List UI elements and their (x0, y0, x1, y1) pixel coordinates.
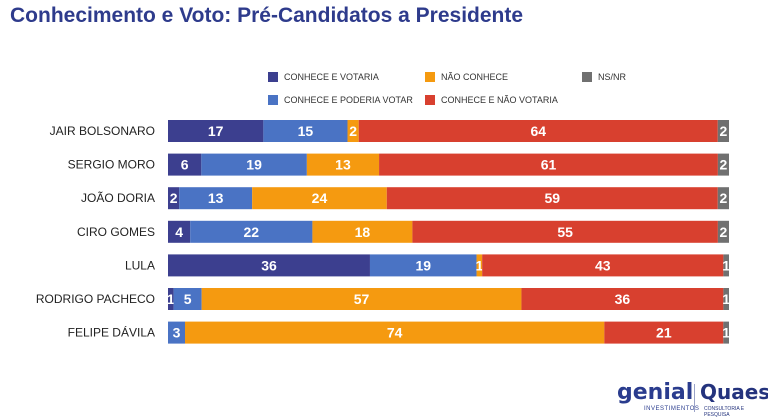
bar-segment (168, 288, 174, 310)
legend-swatch (268, 95, 278, 105)
legend-item-ns-nr: NS/NR (582, 72, 626, 82)
data-label: 22 (244, 224, 260, 240)
bar-segment (717, 220, 729, 243)
data-label: 55 (557, 224, 573, 240)
data-label: 1 (167, 291, 175, 307)
data-label: 1 (722, 257, 730, 273)
data-label: 2 (720, 224, 728, 240)
data-label: 2 (170, 190, 178, 206)
data-label: 15 (298, 123, 314, 139)
bar-segment (521, 288, 724, 310)
legend-label: CONHECE E PODERIA VOTAR (284, 95, 413, 105)
bar-segment (386, 187, 718, 210)
bar-segment (312, 220, 413, 243)
data-label: 17 (208, 123, 224, 139)
quaest-logo: Quaest (700, 380, 768, 404)
legend-label: CONHECE E NÃO VOTARIA (441, 95, 558, 105)
data-label: 1 (475, 257, 483, 273)
legend-item-nao-conhece: NÃO CONHECE (425, 72, 508, 82)
quaest-logo-subtitle: CONSULTORIA E PESQUISA (704, 406, 745, 418)
bar-segment (168, 220, 191, 243)
data-label: 36 (615, 291, 631, 307)
data-label: 64 (530, 123, 546, 139)
category-label: RODRIGO PACHECO (36, 292, 155, 306)
category-label: CIRO GOMES (77, 225, 155, 239)
data-label: 43 (595, 257, 611, 273)
legend-swatch (268, 72, 278, 82)
data-label: 57 (354, 291, 370, 307)
data-label: 24 (312, 190, 328, 206)
bar-segment (604, 321, 724, 344)
bar-segment (201, 153, 307, 176)
data-label: 2 (349, 123, 357, 139)
page-title: Conhecimento e Voto: Pré-Candidatos a Pr… (10, 4, 524, 27)
legend-swatch (425, 72, 435, 82)
bar-segment (482, 254, 724, 277)
bar-segment (168, 120, 264, 142)
legend-swatch (425, 95, 435, 105)
legend-swatch (582, 72, 592, 82)
bar-segment (252, 187, 387, 210)
bar-segment (379, 153, 718, 176)
bar-segment (168, 321, 185, 344)
data-label: 2 (720, 157, 728, 173)
data-label: 61 (541, 157, 557, 173)
legend-label: CONHECE E VOTARIA (284, 72, 379, 82)
legend-label: NS/NR (598, 72, 627, 82)
bar-segment (168, 187, 180, 210)
category-label: LULA (125, 258, 155, 272)
legend-item-conhece-e-poderia-votar: CONHECE E PODERIA VOTAR (268, 95, 413, 105)
bar-segment (723, 288, 729, 310)
bar-segment (168, 254, 370, 277)
data-label: 21 (656, 325, 672, 341)
data-label: 74 (387, 325, 403, 341)
data-label: 2 (719, 190, 727, 206)
legend-label: NÃO CONHECE (441, 72, 509, 82)
bar-segment (358, 120, 718, 142)
bar-segment (173, 288, 202, 310)
genial-logo-subtitle: INVESTIMENTOS (644, 406, 700, 412)
bar-segment (717, 187, 729, 210)
bar-segment (168, 153, 202, 176)
bar-segment (717, 153, 729, 176)
data-label: 1 (722, 325, 730, 341)
genial-logo: genial (617, 380, 694, 405)
category-label: JAIR BOLSONARO (50, 124, 155, 138)
category-label: FELIPE DÁVILA (68, 325, 155, 340)
bar-segment (263, 120, 348, 142)
data-label: 4 (175, 224, 183, 240)
data-label: 59 (544, 190, 560, 206)
bar-segment (723, 254, 729, 277)
bar-segment (369, 254, 477, 277)
data-label: 2 (719, 123, 727, 139)
bar-segment (717, 120, 729, 142)
bar-segment (412, 220, 718, 243)
bar-segment (190, 220, 313, 243)
data-label: 18 (355, 224, 371, 240)
category-label: SERGIO MORO (68, 158, 155, 172)
data-label: 13 (208, 190, 224, 206)
category-label: JOÃO DORIA (81, 191, 155, 205)
bar-segment (476, 254, 483, 277)
data-label: 36 (261, 257, 277, 273)
bar-segment (347, 120, 359, 142)
data-label: 13 (335, 157, 351, 173)
data-label: 5 (184, 291, 192, 307)
data-label: 6 (181, 157, 189, 173)
bar-segment (179, 187, 253, 210)
data-label: 19 (415, 257, 431, 273)
data-label: 19 (246, 157, 262, 173)
data-label: 1 (722, 291, 730, 307)
bar-segment (201, 288, 522, 310)
data-label: 3 (173, 325, 181, 341)
legend-item-conhece-e-nao-votaria: CONHECE E NÃO VOTARIA (425, 95, 558, 105)
bar-segment (306, 153, 380, 176)
logo-divider (694, 384, 695, 412)
bar-segment (723, 321, 729, 344)
bar-segment (185, 321, 605, 344)
legend-item-conhece-e-votaria: CONHECE E VOTARIA (268, 72, 379, 82)
